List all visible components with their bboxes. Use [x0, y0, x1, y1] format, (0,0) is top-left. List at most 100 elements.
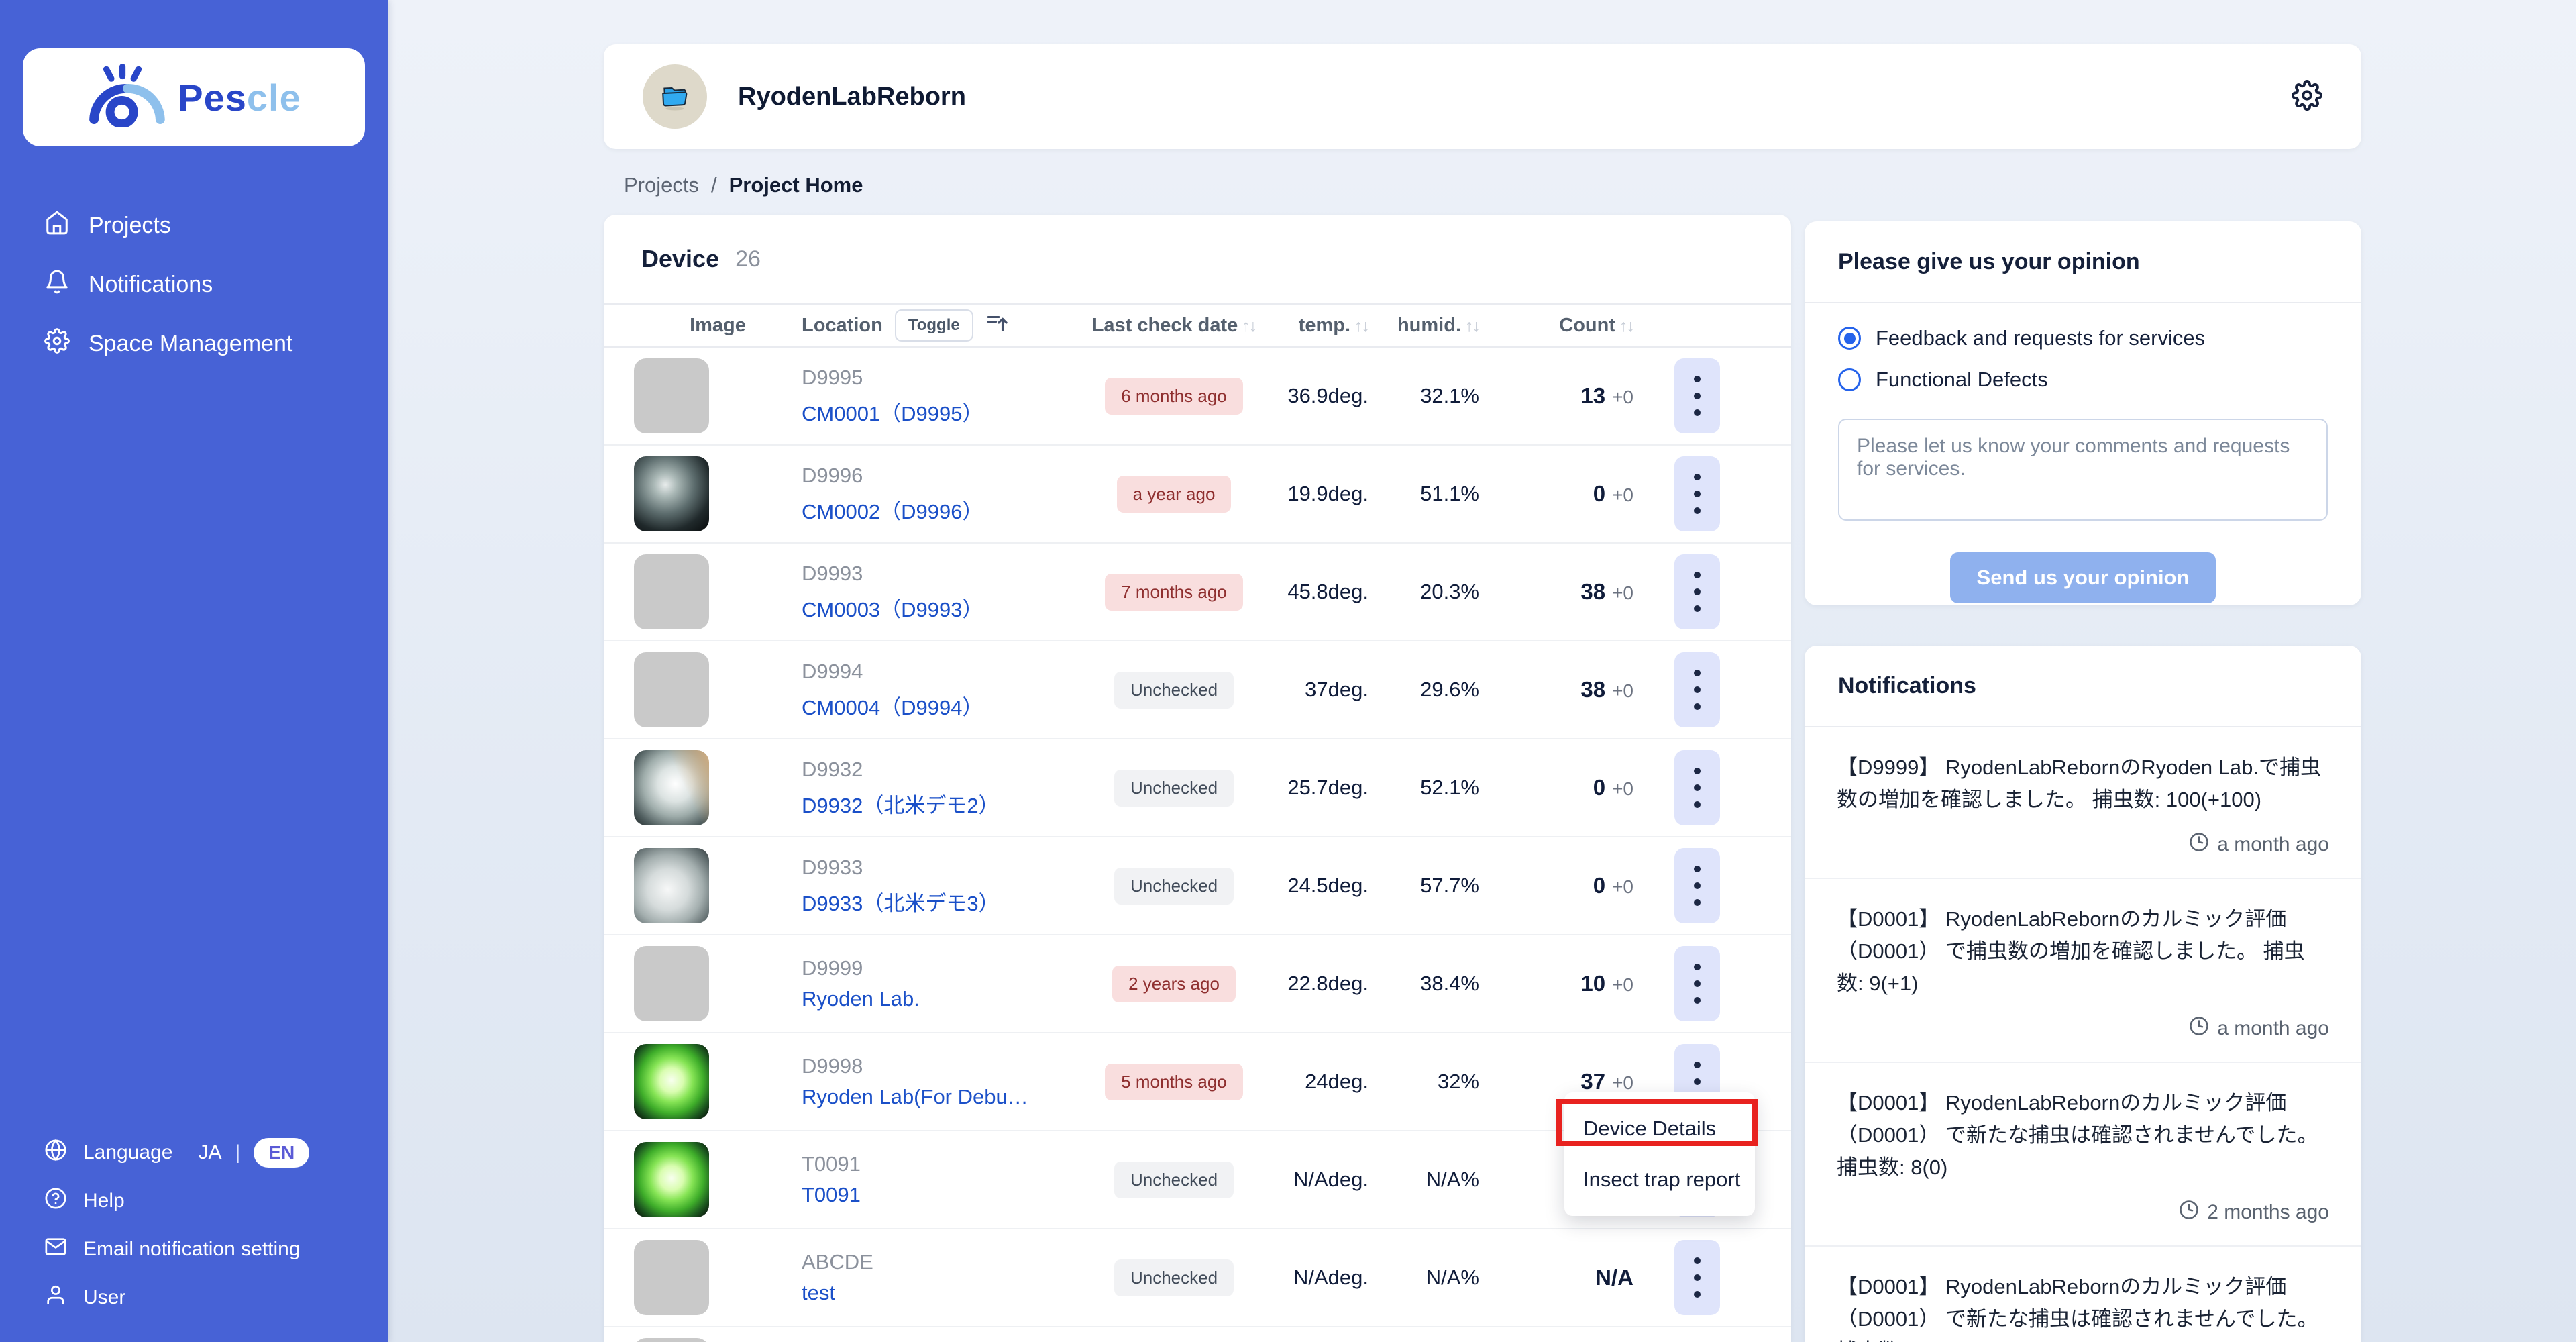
- opinion-panel-title: Please give us your opinion: [1838, 249, 2140, 275]
- row-context-menu: Device Details Insect trap report: [1564, 1092, 1755, 1216]
- notification-item[interactable]: 【D0001】 RyodenLabRebornのカルミック評価（D0001） で…: [1805, 1247, 2361, 1342]
- device-temp: 37deg.: [1271, 678, 1368, 702]
- location-toggle-button[interactable]: Toggle: [895, 309, 973, 342]
- row-menu-button[interactable]: [1674, 456, 1720, 531]
- radio-defects-option[interactable]: Functional Defects: [1838, 368, 2328, 392]
- device-image: [634, 946, 709, 1021]
- send-opinion-button[interactable]: Send us your opinion: [1950, 552, 2216, 603]
- project-title: RyodenLabReborn: [738, 83, 966, 111]
- row-menu-button[interactable]: [1674, 1240, 1720, 1315]
- column-temp[interactable]: temp.↑↓: [1271, 315, 1368, 337]
- last-check-badge: Unchecked: [1114, 770, 1234, 807]
- device-count: 38: [1580, 677, 1605, 702]
- device-humid: 20.3%: [1368, 580, 1479, 604]
- email-notification-link[interactable]: Email notification setting: [0, 1232, 388, 1267]
- sort-arrows-icon: ↑↓: [1354, 317, 1368, 336]
- device-location-link[interactable]: test: [802, 1281, 1070, 1305]
- device-temp: 19.9deg.: [1271, 482, 1368, 506]
- menu-item-insect-trap-report[interactable]: Insect trap report: [1564, 1154, 1755, 1205]
- device-count-delta: +0: [1612, 582, 1633, 603]
- language-ja-button[interactable]: JA: [198, 1141, 221, 1164]
- device-id: D9998: [802, 1054, 1077, 1078]
- sort-arrows-icon: ↑↓: [1465, 317, 1479, 336]
- sidebar-item-projects[interactable]: Projects: [0, 196, 388, 255]
- device-id: D9933: [802, 856, 1077, 880]
- row-menu-button[interactable]: [1674, 946, 1720, 1021]
- notification-time: a month ago: [2217, 1017, 2329, 1040]
- language-en-button[interactable]: EN: [254, 1138, 309, 1168]
- last-check-badge: 5 months ago: [1105, 1064, 1243, 1100]
- help-link[interactable]: Help: [0, 1184, 388, 1219]
- clock-icon: [2189, 1016, 2209, 1041]
- device-table-title: Device: [641, 245, 719, 273]
- device-image: [634, 1240, 709, 1315]
- radio-label: Feedback and requests for services: [1876, 326, 2205, 350]
- device-id: T0091: [802, 1152, 1077, 1176]
- device-location-link[interactable]: D9932（北米デモ2）: [802, 788, 1070, 819]
- row-menu-button[interactable]: [1674, 358, 1720, 433]
- last-check-badge: 2 years ago: [1112, 966, 1236, 1002]
- pescle-logo[interactable]: Pescle: [23, 48, 365, 146]
- radio-feedback-option[interactable]: Feedback and requests for services: [1838, 326, 2328, 350]
- sidebar: Pescle Projects Notifications Space Mana…: [0, 0, 388, 1342]
- device-location-link[interactable]: CM0001（D9995）: [802, 397, 1070, 427]
- device-id: D9996: [802, 464, 1077, 488]
- row-menu-button[interactable]: [1674, 848, 1720, 923]
- menu-item-device-details[interactable]: Device Details: [1564, 1103, 1755, 1154]
- device-location-link[interactable]: CM0004（D9994）: [802, 690, 1070, 721]
- bell-icon: [44, 269, 70, 301]
- row-menu-button[interactable]: [1674, 652, 1720, 727]
- sidebar-item-notifications[interactable]: Notifications: [0, 255, 388, 314]
- device-location-link[interactable]: T0091: [802, 1183, 1070, 1207]
- device-count: 0: [1593, 481, 1605, 506]
- device-count-delta: +0: [1612, 974, 1633, 995]
- notification-text: 【D0001】 RyodenLabRebornのカルミック評価（D0001） で…: [1837, 903, 2329, 1000]
- help-icon: [44, 1187, 67, 1215]
- breadcrumb-separator: /: [711, 173, 717, 197]
- device-location-link[interactable]: CM0002（D9996）: [802, 495, 1070, 525]
- device-location-link[interactable]: Ryoden Lab.: [802, 987, 1070, 1011]
- sort-arrows-icon: ↑↓: [1242, 317, 1256, 336]
- user-link[interactable]: User: [0, 1280, 388, 1315]
- device-image: [634, 1044, 709, 1119]
- radio-selected-icon[interactable]: [1838, 327, 1861, 350]
- opinion-textarea[interactable]: [1838, 419, 2328, 521]
- row-menu-button[interactable]: [1674, 750, 1720, 825]
- device-image: [634, 554, 709, 629]
- radio-unselected-icon[interactable]: [1838, 368, 1861, 391]
- project-header: RyodenLabReborn: [604, 44, 2361, 149]
- device-count: N/A: [1595, 1265, 1633, 1290]
- sidebar-item-space-management[interactable]: Space Management: [0, 314, 388, 373]
- device-location-link[interactable]: Ryoden Lab(For Debu…: [802, 1085, 1070, 1109]
- device-table-header: Device 26: [604, 215, 1791, 305]
- column-count[interactable]: Count↑↓: [1479, 315, 1633, 337]
- notification-item[interactable]: 【D0001】 RyodenLabRebornのカルミック評価（D0001） で…: [1805, 1063, 2361, 1247]
- project-settings-button[interactable]: [2292, 80, 2322, 114]
- device-humid: 57.7%: [1368, 874, 1479, 898]
- table-row: D9999Ryoden Lab.2 years ago22.8deg.38.4%…: [604, 935, 1791, 1033]
- device-count-delta: +0: [1612, 386, 1633, 407]
- sort-amount-icon[interactable]: [985, 311, 1008, 340]
- device-location-link[interactable]: D9933（北米デモ3）: [802, 886, 1070, 917]
- device-humid: N/A%: [1368, 1266, 1479, 1290]
- radio-label: Functional Defects: [1876, 368, 2048, 392]
- gear-icon: [44, 328, 70, 360]
- table-row: D9933D9933（北米デモ3）Unchecked24.5deg.57.7%0…: [604, 837, 1791, 935]
- breadcrumb-projects[interactable]: Projects: [624, 173, 699, 197]
- column-humid[interactable]: humid.↑↓: [1368, 315, 1479, 337]
- device-count-delta: +0: [1612, 484, 1633, 505]
- device-id: ABCDE: [802, 1250, 1077, 1274]
- row-menu-button[interactable]: [1674, 554, 1720, 629]
- table-row: ABCDEtestUncheckedN/Adeg.N/A%N/A: [604, 1229, 1791, 1327]
- notification-item[interactable]: 【D9999】 RyodenLabRebornのRyoden Lab.で捕虫数の…: [1805, 727, 2361, 879]
- notification-list: 【D9999】 RyodenLabRebornのRyoden Lab.で捕虫数の…: [1805, 727, 2361, 1342]
- notifications-panel: Notifications 【D9999】 RyodenLabRebornのRy…: [1805, 646, 2361, 1342]
- column-last-check[interactable]: Last check date↑↓: [1077, 315, 1271, 337]
- device-location-link[interactable]: CM0003（D9993）: [802, 592, 1070, 623]
- last-check-badge: 7 months ago: [1105, 574, 1243, 611]
- last-check-badge: a year ago: [1117, 476, 1232, 513]
- device-image: [634, 750, 709, 825]
- device-temp: 45.8deg.: [1271, 580, 1368, 604]
- notification-item[interactable]: 【D0001】 RyodenLabRebornのカルミック評価（D0001） で…: [1805, 879, 2361, 1063]
- device-count-delta: +0: [1612, 680, 1633, 701]
